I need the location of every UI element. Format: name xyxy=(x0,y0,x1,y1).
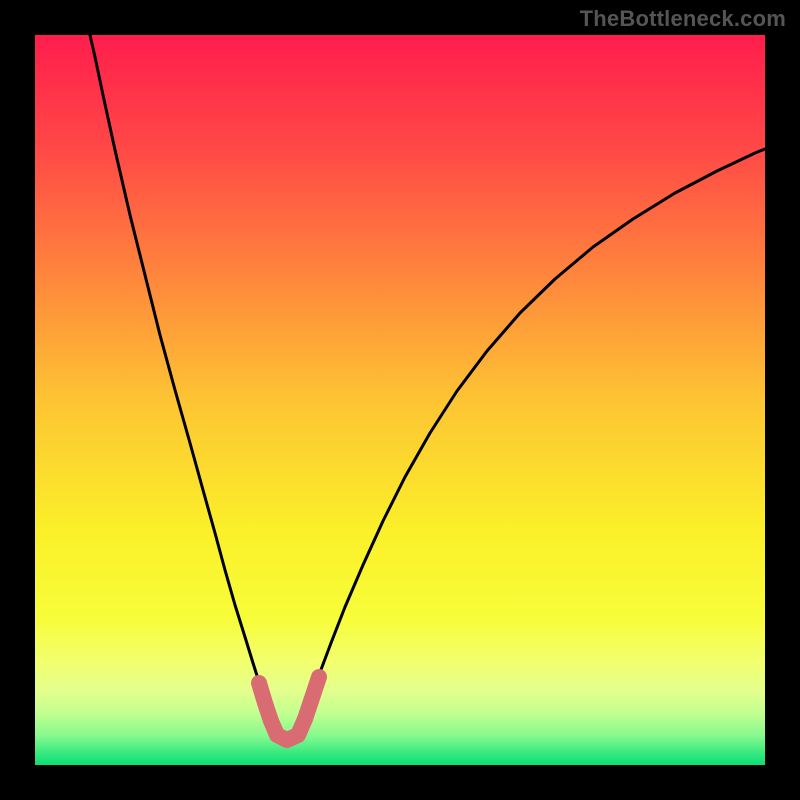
plot-area xyxy=(35,35,765,765)
watermark-text: TheBottleneck.com xyxy=(580,6,786,32)
bottleneck-curve xyxy=(90,35,765,735)
chart-svg xyxy=(35,35,765,765)
optimal-zone-highlight xyxy=(259,677,319,740)
chart-frame: TheBottleneck.com xyxy=(0,0,800,800)
